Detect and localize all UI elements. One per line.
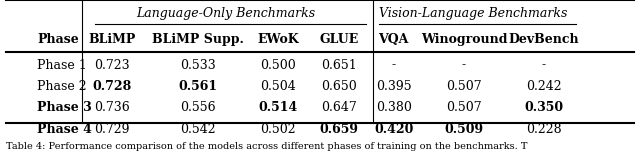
Text: -: - <box>462 59 466 71</box>
Text: 0.659: 0.659 <box>320 123 358 136</box>
Text: Phase 3: Phase 3 <box>37 101 92 114</box>
Text: 0.502: 0.502 <box>260 123 296 136</box>
Text: 0.650: 0.650 <box>321 80 357 93</box>
Text: 0.647: 0.647 <box>321 101 357 114</box>
Text: 0.728: 0.728 <box>92 80 132 93</box>
Text: -: - <box>542 59 546 71</box>
Text: 0.514: 0.514 <box>259 101 298 114</box>
Text: 0.723: 0.723 <box>94 59 130 71</box>
Text: Phase: Phase <box>37 33 79 46</box>
Text: Winoground: Winoground <box>420 33 508 46</box>
Text: 0.736: 0.736 <box>94 101 130 114</box>
Text: Phase 4: Phase 4 <box>37 123 92 136</box>
Text: 0.420: 0.420 <box>374 123 413 136</box>
Text: 0.504: 0.504 <box>260 80 296 93</box>
Text: 0.380: 0.380 <box>376 101 412 114</box>
Text: 0.350: 0.350 <box>524 101 564 114</box>
Text: 0.500: 0.500 <box>260 59 296 71</box>
Text: GLUE: GLUE <box>319 33 359 46</box>
Text: 0.242: 0.242 <box>526 80 562 93</box>
Text: Language-Only Benchmarks: Language-Only Benchmarks <box>136 7 315 20</box>
Text: EWoK: EWoK <box>257 33 300 46</box>
Text: VQA: VQA <box>378 33 409 46</box>
Text: BLiMP: BLiMP <box>88 33 136 46</box>
Text: 0.228: 0.228 <box>526 123 562 136</box>
Text: Phase 2: Phase 2 <box>37 80 87 93</box>
Text: BLiMP Supp.: BLiMP Supp. <box>152 33 244 46</box>
Text: 0.509: 0.509 <box>444 123 484 136</box>
Text: -: - <box>392 59 396 71</box>
Text: 0.729: 0.729 <box>94 123 130 136</box>
Text: 0.651: 0.651 <box>321 59 357 71</box>
Text: 0.542: 0.542 <box>180 123 216 136</box>
Text: Phase 1: Phase 1 <box>37 59 87 71</box>
Text: 0.507: 0.507 <box>446 80 482 93</box>
Text: Table 4: Performance comparison of the models across different phases of trainin: Table 4: Performance comparison of the m… <box>6 142 528 151</box>
Text: 0.556: 0.556 <box>180 101 216 114</box>
Text: 0.507: 0.507 <box>446 101 482 114</box>
Text: 0.395: 0.395 <box>376 80 412 93</box>
Text: 0.561: 0.561 <box>179 80 218 93</box>
Text: 0.533: 0.533 <box>180 59 216 71</box>
Text: DevBench: DevBench <box>509 33 579 46</box>
Text: Vision-Language Benchmarks: Vision-Language Benchmarks <box>380 7 568 20</box>
